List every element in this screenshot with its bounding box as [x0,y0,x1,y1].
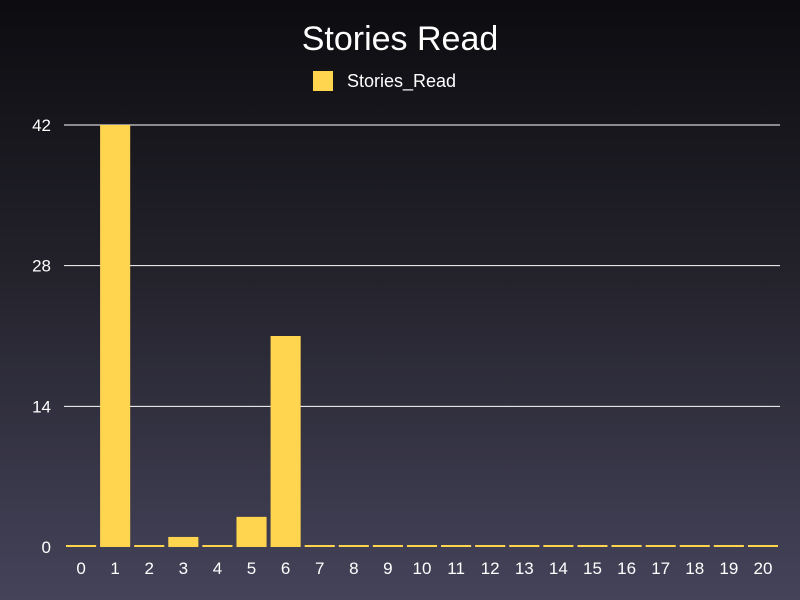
bar [304,545,335,547]
bar [509,545,540,547]
y-tick-label: 14 [32,397,51,416]
y-tick-label: 42 [32,116,51,135]
bar [338,545,369,547]
y-tick-label: 28 [32,257,51,276]
bar [372,545,403,547]
x-tick-label: 18 [685,559,704,578]
x-tick-label: 3 [179,559,188,578]
bar [202,545,233,547]
x-tick-label: 6 [281,559,290,578]
x-tick-label: 17 [651,559,670,578]
bar [747,545,778,547]
x-tick-label: 7 [315,559,324,578]
x-tick-label: 14 [549,559,568,578]
bar [100,125,131,547]
x-tick-label: 5 [247,559,256,578]
x-tick-label: 15 [583,559,602,578]
x-tick-label: 4 [213,559,222,578]
bar [134,545,165,547]
bar [577,545,608,547]
bar [679,545,710,547]
chart-title: Stories Read [301,20,499,58]
x-tick-label: 8 [349,559,358,578]
bar [475,545,506,547]
bar [713,545,744,547]
x-tick-label: 2 [145,559,154,578]
x-tick-label: 10 [413,559,432,578]
bar [441,545,472,547]
legend-label: Stories_Read [347,70,457,91]
x-tick-label: 19 [719,559,738,578]
bar [611,545,642,547]
bar [168,536,199,547]
bar [270,336,301,547]
bar [645,545,676,547]
x-tick-label: 13 [515,559,534,578]
x-tick-label: 1 [110,559,119,578]
x-tick-label: 11 [447,559,465,578]
x-tick-label: 16 [617,559,636,578]
bar [66,545,97,547]
x-tick-label: 12 [481,559,500,578]
legend-swatch [313,71,333,91]
y-tick-label: 0 [42,538,51,557]
x-tick-label: 9 [383,559,392,578]
x-tick-label: 0 [76,559,85,578]
x-tick-label: 20 [753,559,772,578]
bar [543,545,574,547]
legend: Stories_Read [313,70,456,92]
bar [406,545,438,547]
bar [236,516,267,547]
